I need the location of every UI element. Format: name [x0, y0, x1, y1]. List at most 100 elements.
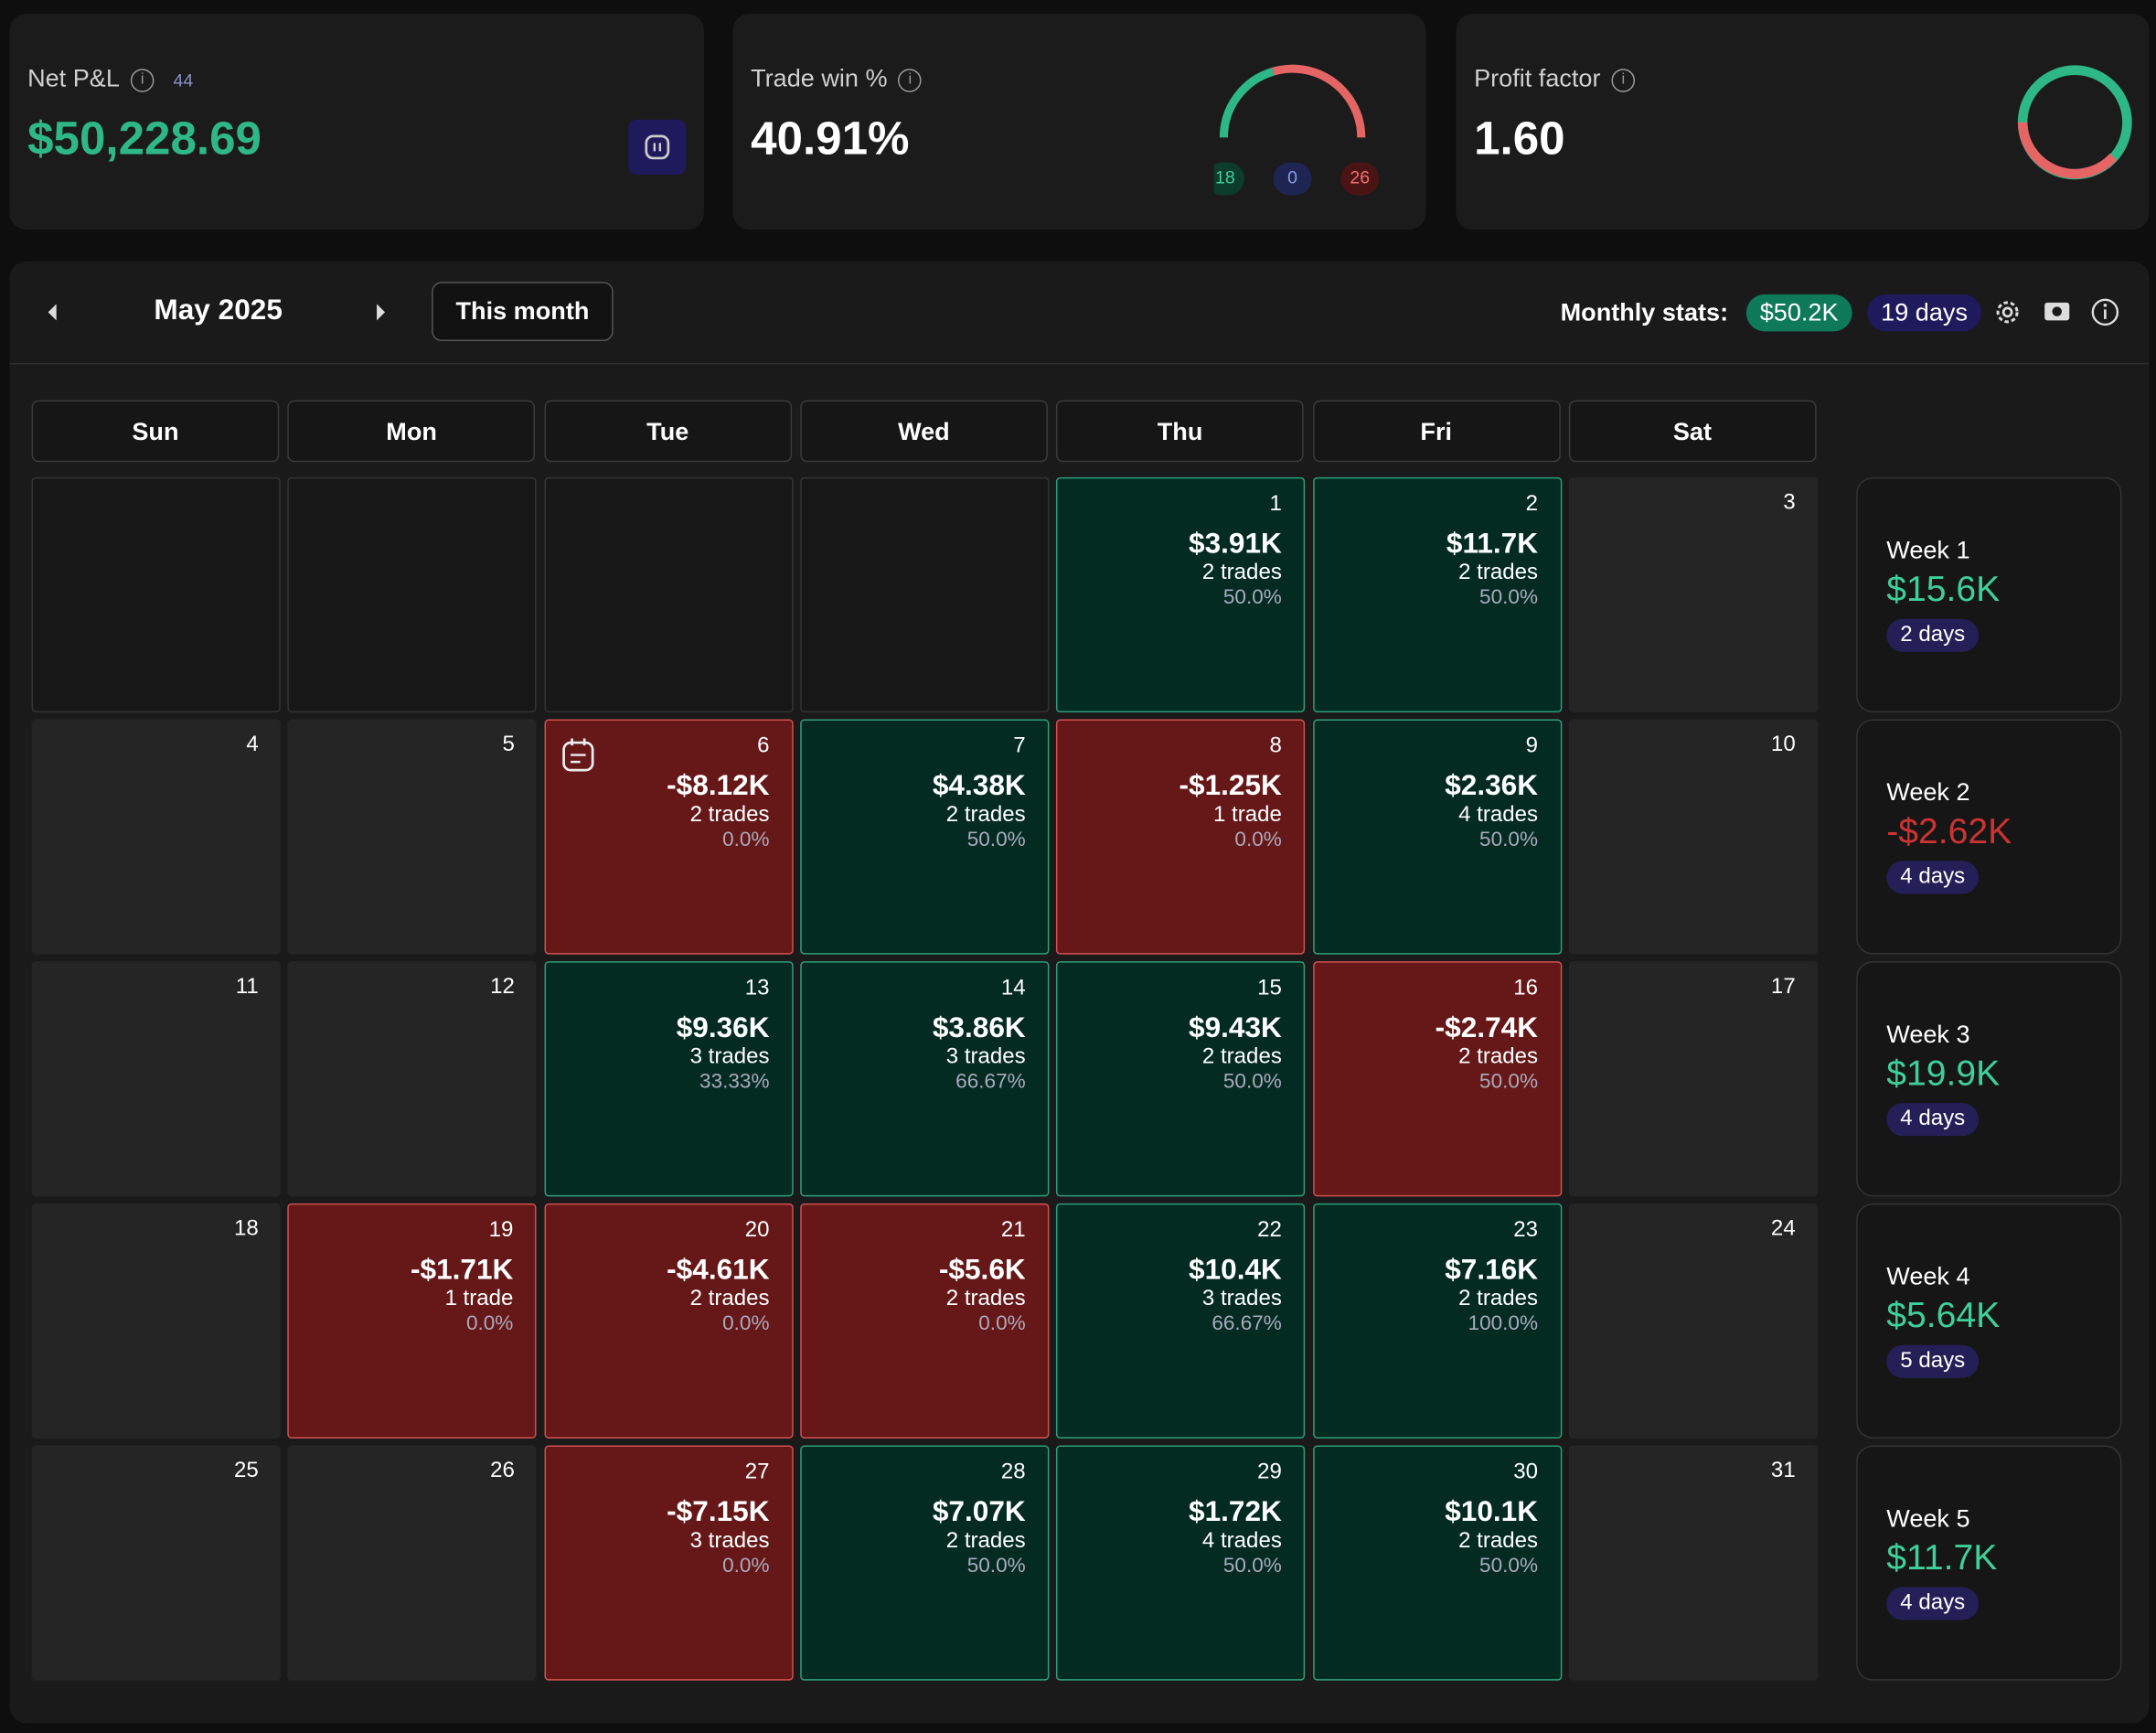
day-trades: 2 trades — [1458, 561, 1539, 585]
day-winrate: 0.0% — [1234, 828, 1282, 851]
day-cell[interactable]: 26 — [287, 1445, 537, 1681]
day-cell[interactable]: 29 $1.72K 4 trades 50.0% — [1056, 1445, 1306, 1681]
week-pnl: $19.9K — [1886, 1052, 2001, 1094]
weekday-header: Sat — [1568, 400, 1817, 463]
note-icon[interactable] — [560, 737, 596, 773]
card-value: 1.60 — [1474, 112, 1565, 166]
day-number: 7 — [1013, 734, 1026, 758]
day-number: 23 — [1513, 1218, 1539, 1242]
info-icon[interactable]: i — [1611, 68, 1636, 92]
day-number: 8 — [1269, 734, 1282, 758]
week-days: 4 days — [1886, 861, 1980, 894]
day-cell[interactable]: 3 — [1568, 476, 1818, 712]
day-cell[interactable]: 14 $3.86K 3 trades 66.67% — [800, 961, 1050, 1197]
day-winrate: 0.0% — [465, 1311, 514, 1336]
info-icon[interactable]: i — [130, 68, 155, 92]
day-cell[interactable]: 17 — [1568, 961, 1818, 1197]
day-cell[interactable]: 27 -$7.15K 3 trades 0.0% — [543, 1445, 794, 1681]
day-cell[interactable]: 25 — [31, 1445, 281, 1681]
empty-cell — [800, 476, 1050, 712]
day-number: 14 — [1000, 976, 1026, 1000]
day-number: 16 — [1513, 976, 1539, 1000]
day-winrate: 0.0% — [722, 1554, 770, 1578]
day-number: 6 — [757, 734, 770, 758]
day-cell[interactable]: 20 -$4.61K 2 trades 0.0% — [543, 1203, 794, 1439]
card-label: Profit factor i — [1474, 65, 1636, 94]
weekday-header: Thu — [1056, 400, 1304, 463]
day-pnl: $11.7K — [1446, 528, 1539, 561]
card-label: Net P&L i 44 — [27, 65, 193, 94]
win-rate-card: Trade win % i 40.91% 18 0 26 — [732, 14, 1426, 230]
week-pnl: $5.64K — [1886, 1294, 2001, 1336]
day-trades: 1 trade — [444, 1287, 514, 1311]
day-cell[interactable]: 22 $10.4K 3 trades 66.67% — [1056, 1203, 1306, 1439]
weekday-header: Mon — [287, 400, 536, 463]
day-cell[interactable]: 28 $7.07K 2 trades 50.0% — [800, 1445, 1050, 1681]
day-winrate: 50.0% — [966, 1554, 1026, 1578]
profit-factor-card: Profit factor i 1.60 — [1456, 14, 2150, 230]
empty-cell — [287, 476, 537, 712]
chart-button[interactable] — [628, 119, 687, 175]
day-winrate: 66.67% — [955, 1069, 1026, 1094]
this-month-button[interactable]: This month — [432, 282, 614, 341]
gauge-count: 26 — [1350, 168, 1370, 188]
next-month[interactable] — [371, 300, 390, 325]
win-gauge: 18 0 26 — [1213, 64, 1380, 196]
day-cell[interactable]: 11 — [31, 961, 281, 1197]
week-label: Week 3 — [1886, 1020, 1970, 1048]
gauge-count: 0 — [1287, 168, 1297, 188]
week-label: Week 1 — [1886, 536, 1970, 564]
day-pnl: $7.07K — [932, 1496, 1026, 1528]
day-cell[interactable]: 1 $3.91K 2 trades 50.0% — [1056, 476, 1306, 712]
day-cell[interactable]: 18 — [31, 1203, 281, 1439]
day-pnl: $2.36K — [1445, 770, 1539, 802]
day-cell[interactable]: 24 — [1568, 1203, 1818, 1439]
week-days: 2 days — [1886, 618, 1980, 652]
day-number: 25 — [233, 1459, 259, 1483]
day-trades: 4 trades — [1201, 1529, 1282, 1553]
day-cell[interactable]: 4 — [31, 719, 281, 955]
day-cell[interactable]: 9 $2.36K 4 trades 50.0% — [1312, 719, 1562, 955]
day-number: 31 — [1770, 1459, 1796, 1483]
day-cell[interactable]: 2 $11.7K 2 trades 50.0% — [1312, 476, 1562, 712]
day-winrate: 33.33% — [699, 1069, 770, 1094]
stats-pnl: $50.2K — [1745, 294, 1852, 332]
day-cell[interactable]: 23 $7.16K 2 trades 100.0% — [1312, 1203, 1562, 1439]
day-cell[interactable]: 16 -$2.74K 2 trades 50.0% — [1312, 961, 1562, 1197]
day-cell[interactable]: 15 $9.43K 2 trades 50.0% — [1056, 961, 1306, 1197]
toolbar-icons[interactable] — [1990, 295, 2140, 328]
day-trades: 2 trades — [689, 1287, 770, 1311]
day-number: 5 — [502, 733, 515, 757]
day-winrate: 0.0% — [722, 1311, 770, 1336]
day-pnl: -$2.74K — [1435, 1011, 1539, 1044]
day-cell[interactable]: 31 — [1568, 1445, 1818, 1681]
day-cell[interactable]: 8 -$1.25K 1 trade 0.0% — [1056, 719, 1306, 955]
day-number: 19 — [488, 1218, 514, 1242]
day-cell[interactable]: 12 — [287, 961, 537, 1197]
day-cell[interactable]: 13 $9.36K 3 trades 33.33% — [543, 961, 794, 1197]
day-cell[interactable]: 5 — [287, 719, 537, 955]
info-icon[interactable]: i — [898, 68, 923, 92]
day-number: 4 — [246, 733, 259, 757]
day-pnl: $3.91K — [1189, 528, 1282, 561]
day-trades: 3 trades — [689, 1529, 770, 1553]
label: Net P&L — [27, 64, 120, 92]
day-number: 10 — [1770, 733, 1796, 757]
day-cell[interactable]: 6 -$8.12K 2 trades 0.0% — [543, 719, 794, 955]
day-cell[interactable]: 10 — [1568, 719, 1818, 955]
day-cell[interactable]: 21 -$5.6K 2 trades 0.0% — [800, 1203, 1050, 1439]
day-number: 26 — [490, 1459, 515, 1483]
week-pnl: -$2.62K — [1886, 809, 2012, 851]
gauge-count: 18 — [1215, 168, 1235, 188]
week-summary: Week 1 $15.6K 2 days — [1856, 476, 2122, 712]
prev-month[interactable] — [44, 300, 63, 325]
day-cell[interactable]: 7 $4.38K 2 trades 50.0% — [800, 719, 1050, 955]
day-cell[interactable]: 30 $10.1K 2 trades 50.0% — [1312, 1445, 1562, 1681]
day-cell[interactable]: 19 -$1.71K 1 trade 0.0% — [287, 1203, 537, 1439]
day-pnl: $1.72K — [1189, 1496, 1282, 1528]
day-trades: 3 trades — [945, 1044, 1026, 1069]
day-trades: 3 trades — [1201, 1287, 1282, 1311]
label: Trade win % — [751, 64, 888, 92]
monthly-stats: Monthly stats: $50.2K 19 days — [1561, 294, 1982, 332]
